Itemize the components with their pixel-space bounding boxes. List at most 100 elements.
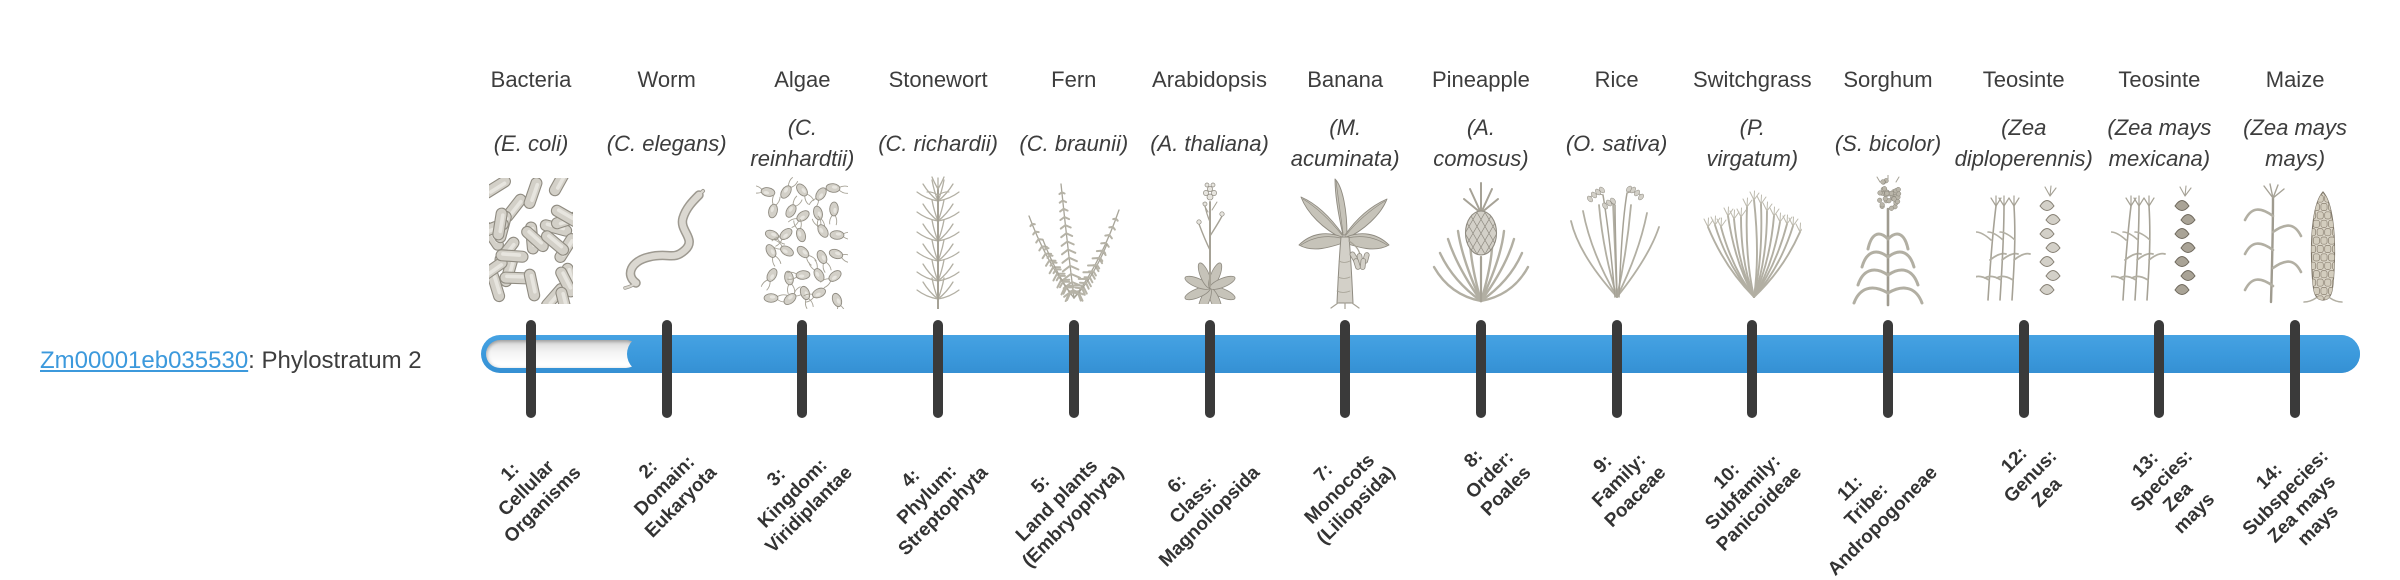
stratum-label: 4: Phylum: Streptophyta: [861, 429, 993, 561]
organism-scientific-name: (A. comosus): [1406, 102, 1556, 184]
gene-id-link[interactable]: Zm00001eb035530: [40, 347, 249, 374]
organism-scientific-name-line: (C. elegans): [606, 130, 727, 156]
pineapple-icon: [1406, 168, 1556, 314]
organism-scientific-name-line: (Zea: [2001, 115, 2047, 140]
phylostratum-column-9: Rice (O. sativa) 9: Family: Poaceae: [1542, 0, 1692, 580]
organism-name: Switchgrass: [1693, 67, 1812, 92]
phylostratum-column-1: Bacteria (E. coli) 1: Cellular Organisms: [456, 0, 606, 580]
tick-mark: [1340, 320, 1351, 418]
organism-name: Bacteria: [490, 67, 572, 92]
organism-scientific-name-line: (C. braunii): [1019, 130, 1129, 156]
organism-scientific-name-line: (A.: [1466, 115, 1495, 140]
sorghum-icon: [1813, 168, 1963, 314]
organism-scientific-name: (C. braunii): [999, 102, 1149, 184]
organism-scientific-name: (Zea mays mays): [2220, 102, 2370, 184]
tick-mark: [526, 320, 536, 418]
organism-name: Pineapple: [1431, 67, 1530, 92]
banana-icon: [1270, 168, 1420, 314]
phylostratum-column-7: Banana (M. acuminata) 7: Monocots (Liliopsi…: [1270, 0, 1420, 580]
phylostratum-column-13: Teosinte (Zea mays mexicana) 13: Species: Z…: [2084, 0, 2234, 580]
organism-scientific-name-line: (S. bicolor): [1834, 130, 1942, 156]
phylostratum-column-5: Fern (C. braunii) 5: Land plants (Embryoph…: [999, 0, 1149, 580]
phylostratum-column-10: Switchgrass (P. virgatum) 10: Subfamily: Pa…: [1677, 0, 1827, 580]
stratum-label: 8: Order: Poales: [1444, 429, 1536, 521]
organism-scientific-name-line: (Zea mays: [2243, 115, 2348, 140]
organism-scientific-name: (M. acuminata): [1270, 102, 1420, 184]
phylostratum-column-2: Worm (C. elegans) 2: Domain: Eukaryota: [592, 0, 742, 580]
gene-title: Zm00001eb035530: Phylostratum 2: [40, 346, 422, 376]
organism-scientific-name-line: diploperennis): [1954, 146, 2093, 171]
organism-scientific-name-line: comosus): [1433, 146, 1529, 171]
organism-name: Maize: [2265, 67, 2325, 92]
switchgrass-icon: [1677, 168, 1827, 314]
organism-name: Rice: [1594, 67, 1639, 92]
stratum-label: 5: Land plants (Embryophyta): [985, 429, 1129, 573]
organism-scientific-name-line: (Zea mays: [2107, 115, 2212, 140]
tick-mark: [2290, 320, 2301, 418]
tick-mark: [797, 320, 808, 418]
organism-scientific-name-line: (C.: [787, 115, 818, 140]
tick-mark: [1883, 320, 1893, 418]
stratum-label: 2: Domain: Eukaryota: [608, 429, 722, 543]
phylostratum-label: : Phylostratum 2: [248, 347, 422, 374]
phylostratum-column-12: Teosinte (Zea diploperennis) 12: Genus: Zea: [1949, 0, 2099, 580]
organism-name: Fern: [1051, 67, 1097, 92]
organism-scientific-name-line: reinhardtii): [750, 146, 855, 171]
phylostratum-column-6: Arabidopsis (A. thaliana) 6: Class: Magnol…: [1135, 0, 1285, 580]
bacteria-icon: [456, 168, 606, 314]
phylostratum-column-8: Pineapple (A. comosus) 8: Order: Poales: [1406, 0, 1556, 580]
teosinte-mexicana-icon: [2084, 168, 2234, 314]
organism-scientific-name: (E. coli): [456, 102, 606, 184]
teosinte-diploperennis-icon: [1949, 168, 2099, 314]
organism-scientific-name: (O. sativa): [1542, 102, 1692, 184]
worm-icon: [592, 168, 742, 314]
stratum-label: 12: Genus: Zea: [1983, 429, 2078, 524]
stratum-label: 7: Monocots (Liliopsida): [1280, 429, 1400, 549]
organism-scientific-name: (Zea mays mexicana): [2084, 102, 2234, 184]
organism-scientific-name-line: (E. coli): [493, 130, 569, 156]
organism-scientific-name-line: (O. sativa): [1565, 130, 1668, 156]
tick-mark: [1204, 320, 1215, 418]
stratum-label: 1: Cellular Organisms: [467, 429, 586, 548]
stratum-label: 11: Tribe: Andropogoneae: [1791, 429, 1943, 580]
organism-name: Stonewort: [888, 67, 988, 92]
stratum-label: 9: Family: Poaceae: [1568, 429, 1671, 532]
organism-scientific-name: (C. richardii): [863, 102, 1013, 184]
organism-scientific-name: (Zea diploperennis): [1949, 102, 2099, 184]
organism-name: Teosinte: [1982, 67, 2065, 92]
rice-icon: [1542, 168, 1692, 314]
organism-scientific-name-line: (C. richardii): [878, 130, 998, 156]
organism-scientific-name-line: (P.: [1739, 115, 1765, 140]
tick-mark: [1747, 320, 1758, 418]
organism-name: Banana: [1307, 67, 1384, 92]
organism-name: Worm: [637, 67, 696, 92]
stratum-label: 10: Subfamily: Panicoideae: [1680, 429, 1807, 556]
organism-name: Arabidopsis: [1152, 67, 1267, 92]
arabidopsis-icon: [1135, 168, 1285, 314]
stonewort-icon: [863, 168, 1013, 314]
organism-scientific-name-line: (M.: [1329, 115, 1362, 140]
organism-scientific-name: (C. elegans): [592, 102, 742, 184]
organism-name: Algae: [774, 67, 831, 92]
phylostrata-bar-unfilled-segment: [486, 340, 640, 368]
organism-name: Teosinte: [2118, 67, 2201, 92]
tick-mark: [1068, 320, 1079, 418]
phylostratum-column-11: Sorghum (S. bicolor) 11: Tribe: Andropogon…: [1813, 0, 1963, 580]
organism-scientific-name-line: mays): [2265, 146, 2326, 171]
phylostrata-bar-fill: [627, 335, 2360, 373]
maize-icon: [2220, 168, 2370, 314]
organism-scientific-name: (P. virgatum): [1677, 102, 1827, 184]
organism-scientific-name: (A. thaliana): [1135, 102, 1285, 184]
organism-scientific-name-line: (A. thaliana): [1150, 130, 1269, 156]
organism-scientific-name: (C. reinhardtii): [727, 102, 877, 184]
stratum-label: 13: Species: Zea mays: [2110, 429, 2230, 549]
organism-scientific-name-line: acuminata): [1290, 146, 1400, 171]
phylostrata-bar-track: [481, 335, 2360, 373]
organism-scientific-name-line: virgatum): [1706, 146, 1799, 171]
stratum-label: 6: Class: Magnoliopsida: [1121, 429, 1264, 572]
tick-mark: [1611, 320, 1622, 418]
tick-mark: [661, 320, 672, 418]
organism-scientific-name: (S. bicolor): [1813, 102, 1963, 184]
organism-scientific-name-line: mexicana): [2108, 146, 2211, 171]
